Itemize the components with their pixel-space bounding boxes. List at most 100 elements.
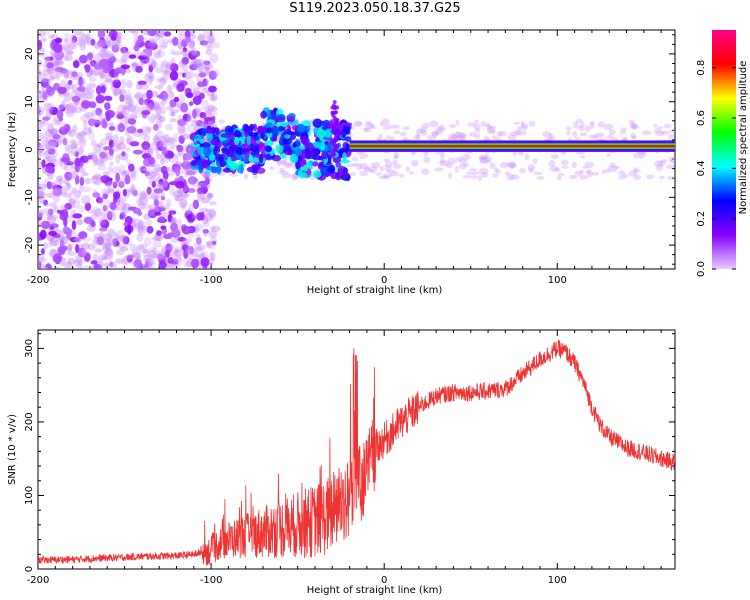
spectrogram-cell <box>212 41 221 49</box>
spectrogram-cell <box>38 59 43 67</box>
spectrogram-cell <box>125 132 131 137</box>
snr-y-axis-label: SNR (10 * v/v) <box>7 414 18 485</box>
spectrogram-cell <box>167 213 173 223</box>
spectrogram-cell <box>355 121 363 127</box>
spectrogram-cell <box>276 159 282 167</box>
spectrogram-cell <box>94 122 100 128</box>
spectrogram-cell <box>153 30 159 37</box>
spectrogram-cell <box>182 143 192 153</box>
spectrogram-cell <box>658 160 666 166</box>
spectrogram-cell <box>135 65 143 73</box>
spectrogram-cell <box>70 144 79 150</box>
spectrogram-cell <box>80 114 90 123</box>
spectrogram-cell <box>122 106 130 116</box>
spectrogram-cell <box>144 194 153 200</box>
spectrogram-cell <box>90 38 96 46</box>
spectrogram-cell <box>144 40 152 49</box>
spectrogram-cell <box>474 119 479 125</box>
spectrogram-cell <box>243 173 249 180</box>
spectrogram-cell <box>283 146 293 155</box>
spectrogram-xtick-label: -100 <box>200 275 223 286</box>
spectrogram-cell <box>346 163 356 168</box>
spectrogram-cell <box>335 117 340 122</box>
spectrogram-cell <box>98 196 104 206</box>
spectrogram-cell <box>204 177 213 182</box>
spectrogram-cell <box>122 236 130 245</box>
spectrogram-cell <box>49 91 56 96</box>
spectrogram-cell <box>517 126 522 133</box>
spectrogram-cell <box>108 139 115 149</box>
spectrogram-cell <box>210 93 216 101</box>
spectrogram-cell <box>421 168 430 175</box>
spectrogram-cell <box>159 106 167 115</box>
spectrogram-cell <box>65 109 75 118</box>
spectrogram-cell <box>108 148 114 156</box>
spectrogram-cell <box>89 214 100 220</box>
spectrogram-cell <box>109 261 114 268</box>
spectrogram-cell <box>330 110 335 115</box>
spectrogram-cell <box>209 53 219 64</box>
spectrogram-cell <box>197 159 202 166</box>
spectrogram-cell <box>455 119 460 126</box>
spectrogram-cell <box>221 148 230 155</box>
spectrogram-cell <box>67 79 73 85</box>
spectrogram-cell <box>94 208 103 218</box>
spectrogram-cell <box>115 31 122 38</box>
spectrogram-cell <box>143 167 153 172</box>
spectrogram-cell <box>382 124 392 131</box>
spectrogram-cell <box>193 58 204 67</box>
spectrogram-cell <box>493 167 499 172</box>
spectrogram-cell <box>107 188 115 194</box>
spectrogram-cell <box>482 156 493 161</box>
spectrogram-cell <box>208 32 215 37</box>
snr-marks <box>38 339 675 566</box>
spectrogram-cell <box>38 53 48 58</box>
spectrogram-cell <box>569 174 578 180</box>
spectrogram-cell <box>178 119 188 127</box>
spectrogram-cell <box>164 70 171 76</box>
spectrogram-cell <box>178 126 187 137</box>
spectrogram-cell <box>78 76 84 87</box>
spectrogram-cell <box>154 84 164 90</box>
spectrogram-cell <box>159 115 166 123</box>
spectrogram-cell <box>362 127 372 133</box>
spectrogram-cell <box>65 229 72 240</box>
spectrogram-cell <box>107 228 116 237</box>
spectrogram-cell <box>96 260 105 269</box>
spectrogram-cell <box>126 254 135 259</box>
spectrogram-cell <box>132 149 143 155</box>
spectrogram-cell <box>101 120 108 129</box>
spectrogram-cell <box>66 182 71 192</box>
spectrogram-cell <box>469 168 478 172</box>
spectrogram-cell <box>143 49 151 58</box>
spectrogram-cell <box>200 99 209 110</box>
spectrogram-cell <box>88 243 96 251</box>
spectrogram-cell <box>118 152 129 161</box>
spectrogram-cell <box>195 107 205 112</box>
spectrogram-cell <box>66 50 74 56</box>
spectrogram-cell <box>79 177 85 186</box>
spectrogram-cell <box>226 156 232 166</box>
spectrogram-cell <box>161 92 170 103</box>
spectrogram-cell <box>206 193 213 200</box>
spectrogram-cell <box>70 145 77 150</box>
spectrogram-cell <box>97 165 107 171</box>
spectrogram-cell <box>489 129 496 134</box>
spectrogram-cell <box>103 233 113 242</box>
spectrogram-cell <box>376 137 382 141</box>
spectrogram-cell <box>178 30 185 36</box>
spectrogram-cell <box>196 212 204 221</box>
spectrogram-cell <box>44 166 55 174</box>
spectrogram-cell <box>480 121 487 128</box>
spectrogram-cell <box>169 142 176 150</box>
spectrogram-cell <box>279 167 285 173</box>
spectrogram-cell <box>152 123 159 131</box>
spectrogram-cell <box>130 183 136 194</box>
spectrogram-cell <box>120 64 131 70</box>
spectrogram-cell <box>60 157 71 163</box>
spectrogram-cell <box>165 202 171 212</box>
spectrogram-cell <box>630 123 637 127</box>
spectrogram-cell <box>51 33 59 39</box>
spectrogram-cell <box>124 94 133 101</box>
spectrogram-cell <box>81 248 87 256</box>
